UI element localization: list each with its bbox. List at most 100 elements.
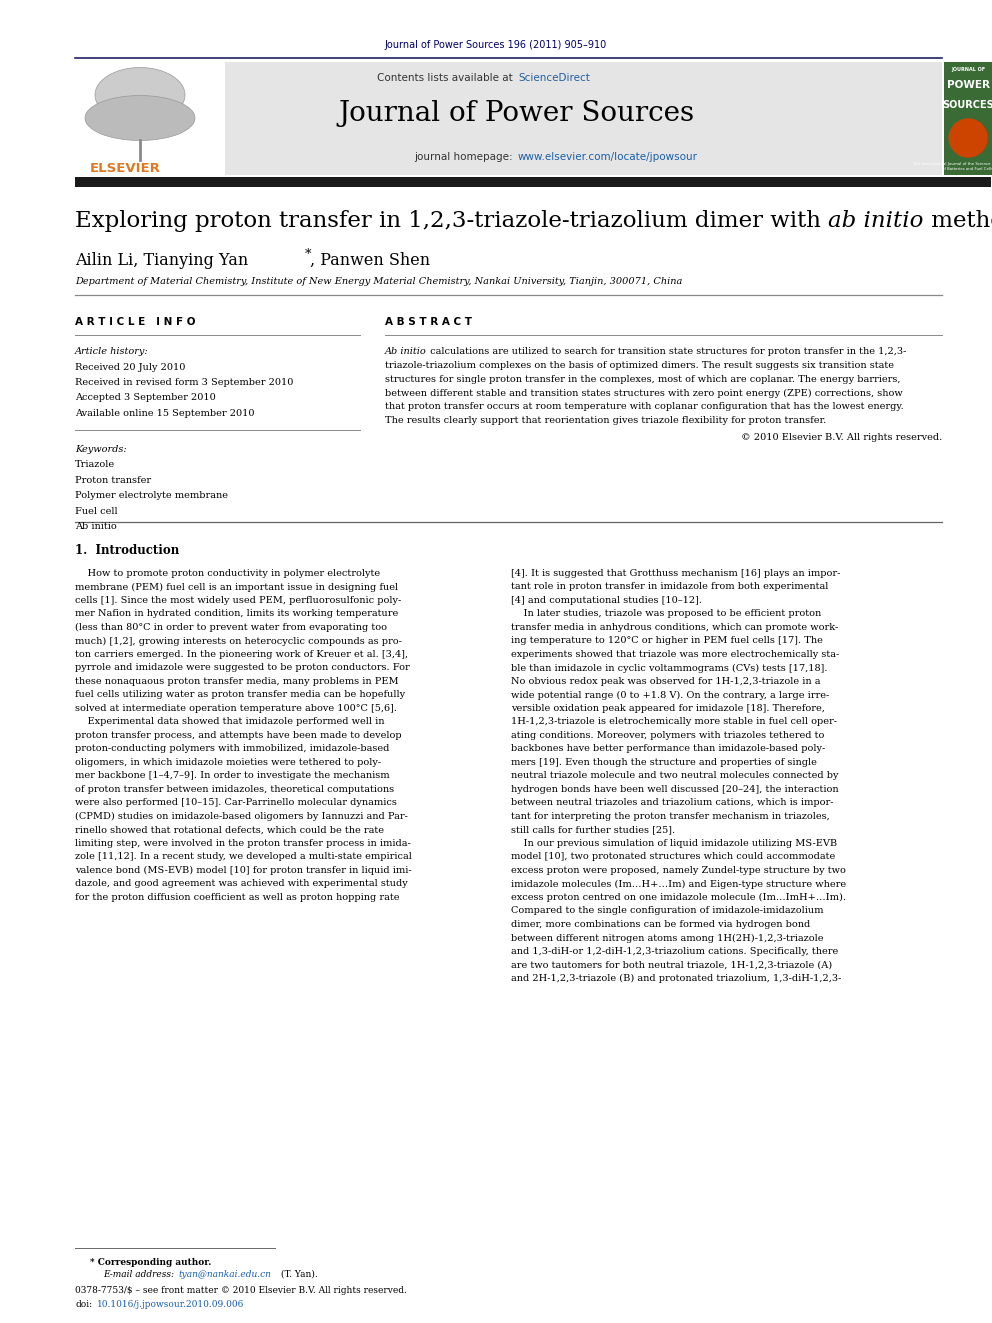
Text: Article history:: Article history: <box>75 347 149 356</box>
Text: that proton transfer occurs at room temperature with coplanar configuration that: that proton transfer occurs at room temp… <box>385 402 904 411</box>
Text: JOURNAL OF: JOURNAL OF <box>951 67 985 71</box>
Text: ab initio: ab initio <box>828 210 924 232</box>
Text: * Corresponding author.: * Corresponding author. <box>90 1258 211 1267</box>
Text: How to promote proton conductivity in polymer electrolyte: How to promote proton conductivity in po… <box>75 569 380 578</box>
Text: Ab initio: Ab initio <box>385 347 427 356</box>
Text: The results clearly support that reorientation gives triazole flexibility for pr: The results clearly support that reorien… <box>385 415 826 425</box>
Text: The International Journal of the Science and Technology
of Batteries and Fuel Ce: The International Journal of the Science… <box>914 161 992 171</box>
Text: structures for single proton transfer in the complexes, most of which are coplan: structures for single proton transfer in… <box>385 374 901 384</box>
Ellipse shape <box>85 95 195 140</box>
Text: Ab initio: Ab initio <box>75 523 117 531</box>
Text: dazole, and good agreement was achieved with experimental study: dazole, and good agreement was achieved … <box>75 880 408 889</box>
Text: are two tautomers for both neutral triazole, 1H-1,2,3-triazole (A): are two tautomers for both neutral triaz… <box>511 960 832 970</box>
Text: A R T I C L E   I N F O: A R T I C L E I N F O <box>75 318 195 327</box>
Text: Exploring proton transfer in 1,2,3-triazole-triazolium dimer with: Exploring proton transfer in 1,2,3-triaz… <box>75 210 828 232</box>
Text: method: method <box>924 210 992 232</box>
Bar <box>75 177 991 187</box>
Text: Received in revised form 3 September 2010: Received in revised form 3 September 201… <box>75 378 294 388</box>
Text: Accepted 3 September 2010: Accepted 3 September 2010 <box>75 393 215 402</box>
Text: valence bond (MS-EVB) model [10] for proton transfer in liquid imi-: valence bond (MS-EVB) model [10] for pro… <box>75 867 412 875</box>
Text: triazole-triazolium complexes on the basis of optimized dimers. The result sugge: triazole-triazolium complexes on the bas… <box>385 361 894 370</box>
Text: membrane (PEM) fuel cell is an important issue in designing fuel: membrane (PEM) fuel cell is an important… <box>75 582 398 591</box>
Text: neutral triazole molecule and two neutral molecules connected by: neutral triazole molecule and two neutra… <box>511 771 838 781</box>
Text: © 2010 Elsevier B.V. All rights reserved.: © 2010 Elsevier B.V. All rights reserved… <box>741 433 942 442</box>
Ellipse shape <box>95 67 185 123</box>
Text: Contents lists available at: Contents lists available at <box>377 73 516 83</box>
Text: rinello showed that rotational defects, which could be the rate: rinello showed that rotational defects, … <box>75 826 384 835</box>
Text: proton-conducting polymers with immobilized, imidazole-based: proton-conducting polymers with immobili… <box>75 745 390 754</box>
Text: www.elsevier.com/locate/jpowsour: www.elsevier.com/locate/jpowsour <box>518 152 698 161</box>
Text: transfer media in anhydrous conditions, which can promote work-: transfer media in anhydrous conditions, … <box>511 623 838 632</box>
Text: for the proton diffusion coefficient as well as proton hopping rate: for the proton diffusion coefficient as … <box>75 893 400 902</box>
Text: [4]. It is suggested that Grotthuss mechanism [16] plays an impor-: [4]. It is suggested that Grotthuss mech… <box>511 569 840 578</box>
Text: between different nitrogen atoms among 1H(2H)-1,2,3-triazole: between different nitrogen atoms among 1… <box>511 934 823 942</box>
Bar <box>944 62 992 175</box>
Text: imidazole molecules (Im…H+…Im) and Eigen-type structure where: imidazole molecules (Im…H+…Im) and Eigen… <box>511 880 846 889</box>
Text: Department of Material Chemistry, Institute of New Energy Material Chemistry, Na: Department of Material Chemistry, Instit… <box>75 277 682 286</box>
Text: backbones have better performance than imidazole-based poly-: backbones have better performance than i… <box>511 745 825 754</box>
Text: ELSEVIER: ELSEVIER <box>90 161 161 175</box>
Text: 1H-1,2,3-triazole is eletrochemically more stable in fuel cell oper-: 1H-1,2,3-triazole is eletrochemically mo… <box>511 717 837 726</box>
Text: Available online 15 September 2010: Available online 15 September 2010 <box>75 409 255 418</box>
Text: of proton transfer between imidazoles, theoretical computations: of proton transfer between imidazoles, t… <box>75 785 394 794</box>
Text: versible oxidation peak appeared for imidazole [18]. Therefore,: versible oxidation peak appeared for imi… <box>511 704 825 713</box>
Text: wide potential range (0 to +1.8 V). On the contrary, a large irre-: wide potential range (0 to +1.8 V). On t… <box>511 691 829 700</box>
Text: ble than imidazole in cyclic voltammograms (CVs) tests [17,18].: ble than imidazole in cyclic voltammogra… <box>511 664 827 672</box>
Bar <box>75 62 942 175</box>
Text: , Panwen Shen: , Panwen Shen <box>310 251 431 269</box>
Text: between neutral triazoles and triazolium cations, which is impor-: between neutral triazoles and triazolium… <box>511 799 833 807</box>
Text: ing temperature to 120°C or higher in PEM fuel cells [17]. The: ing temperature to 120°C or higher in PE… <box>511 636 823 646</box>
Text: and 1,3-diH-or 1,2-diH-1,2,3-triazolium cations. Specifically, there: and 1,3-diH-or 1,2-diH-1,2,3-triazolium … <box>511 947 838 957</box>
Text: (T. Yan).: (T. Yan). <box>278 1270 317 1279</box>
Text: No obvious redox peak was observed for 1H-1,2,3-triazole in a: No obvious redox peak was observed for 1… <box>511 677 820 687</box>
Text: Experimental data showed that imidazole performed well in: Experimental data showed that imidazole … <box>75 717 385 726</box>
Text: model [10], two protonated structures which could accommodate: model [10], two protonated structures wh… <box>511 852 835 861</box>
Text: In later studies, triazole was proposed to be efficient proton: In later studies, triazole was proposed … <box>511 610 821 618</box>
Text: SOURCES: SOURCES <box>942 101 992 110</box>
Text: 10.1016/j.jpowsour.2010.09.006: 10.1016/j.jpowsour.2010.09.006 <box>97 1301 244 1308</box>
Text: journal homepage:: journal homepage: <box>414 152 516 161</box>
Text: much) [1,2], growing interests on heterocyclic compounds as pro-: much) [1,2], growing interests on hetero… <box>75 636 402 646</box>
Text: Proton transfer: Proton transfer <box>75 475 151 484</box>
Text: Keywords:: Keywords: <box>75 445 127 454</box>
Text: calculations are utilized to search for transition state structures for proton t: calculations are utilized to search for … <box>427 347 906 356</box>
Text: solved at intermediate operation temperature above 100°C [5,6].: solved at intermediate operation tempera… <box>75 704 397 713</box>
Text: 0378-7753/$ – see front matter © 2010 Elsevier B.V. All rights reserved.: 0378-7753/$ – see front matter © 2010 El… <box>75 1286 407 1295</box>
Text: 1.  Introduction: 1. Introduction <box>75 544 180 557</box>
Text: doi:: doi: <box>75 1301 92 1308</box>
Text: Polymer electrolyte membrane: Polymer electrolyte membrane <box>75 491 228 500</box>
Text: limiting step, were involved in the proton transfer process in imida-: limiting step, were involved in the prot… <box>75 839 411 848</box>
Text: mer Nafion in hydrated condition, limits its working temperature: mer Nafion in hydrated condition, limits… <box>75 610 398 618</box>
Text: tyan@nankai.edu.cn: tyan@nankai.edu.cn <box>178 1270 271 1279</box>
Text: *: * <box>305 247 311 261</box>
Text: fuel cells utilizing water as proton transfer media can be hopefully: fuel cells utilizing water as proton tra… <box>75 691 405 700</box>
Text: excess proton centred on one imidazole molecule (Im…ImH+…Im).: excess proton centred on one imidazole m… <box>511 893 846 902</box>
Text: Journal of Power Sources: Journal of Power Sources <box>338 101 694 127</box>
Text: (CPMD) studies on imidazole-based oligomers by Iannuzzi and Par-: (CPMD) studies on imidazole-based oligom… <box>75 812 408 822</box>
Text: oligomers, in which imidazole moieties were tethered to poly-: oligomers, in which imidazole moieties w… <box>75 758 381 767</box>
Text: tant role in proton transfer in imidazole from both experimental: tant role in proton transfer in imidazol… <box>511 582 828 591</box>
Text: Received 20 July 2010: Received 20 July 2010 <box>75 363 186 372</box>
Text: still calls for further studies [25].: still calls for further studies [25]. <box>511 826 676 835</box>
Text: ating conditions. Moreover, polymers with triazoles tethered to: ating conditions. Moreover, polymers wit… <box>511 732 824 740</box>
Text: and 2H-1,2,3-triazole (B) and protonated triazolium, 1,3-diH-1,2,3-: and 2H-1,2,3-triazole (B) and protonated… <box>511 974 841 983</box>
Text: these nonaquaous proton transfer media, many problems in PEM: these nonaquaous proton transfer media, … <box>75 677 399 687</box>
Text: POWER: POWER <box>946 79 989 90</box>
Text: were also performed [10–15]. Car-Parrinello molecular dynamics: were also performed [10–15]. Car-Parrine… <box>75 799 397 807</box>
Text: Fuel cell: Fuel cell <box>75 507 118 516</box>
Text: tant for interpreting the proton transfer mechanism in triazoles,: tant for interpreting the proton transfe… <box>511 812 829 822</box>
Text: dimer, more combinations can be formed via hydrogen bond: dimer, more combinations can be formed v… <box>511 919 810 929</box>
Circle shape <box>949 119 987 157</box>
Text: excess proton were proposed, namely Zundel-type structure by two: excess proton were proposed, namely Zund… <box>511 867 846 875</box>
Text: In our previous simulation of liquid imidazole utilizing MS-EVB: In our previous simulation of liquid imi… <box>511 839 837 848</box>
Text: experiments showed that triazole was more electrochemically sta-: experiments showed that triazole was mor… <box>511 650 839 659</box>
Text: cells [1]. Since the most widely used PEM, perfluorosulfonic poly-: cells [1]. Since the most widely used PE… <box>75 595 401 605</box>
Text: pyrrole and imidazole were suggested to be proton conductors. For: pyrrole and imidazole were suggested to … <box>75 664 410 672</box>
Text: mers [19]. Even though the structure and properties of single: mers [19]. Even though the structure and… <box>511 758 816 767</box>
Bar <box>75 62 225 175</box>
Text: between different stable and transition states structures with zero point energy: between different stable and transition … <box>385 389 903 397</box>
Text: hydrogen bonds have been well discussed [20–24], the interaction: hydrogen bonds have been well discussed … <box>511 785 838 794</box>
Text: zole [11,12]. In a recent study, we developed a multi-state empirical: zole [11,12]. In a recent study, we deve… <box>75 852 412 861</box>
Text: ScienceDirect: ScienceDirect <box>518 73 590 83</box>
Text: [4] and computational studies [10–12].: [4] and computational studies [10–12]. <box>511 595 702 605</box>
